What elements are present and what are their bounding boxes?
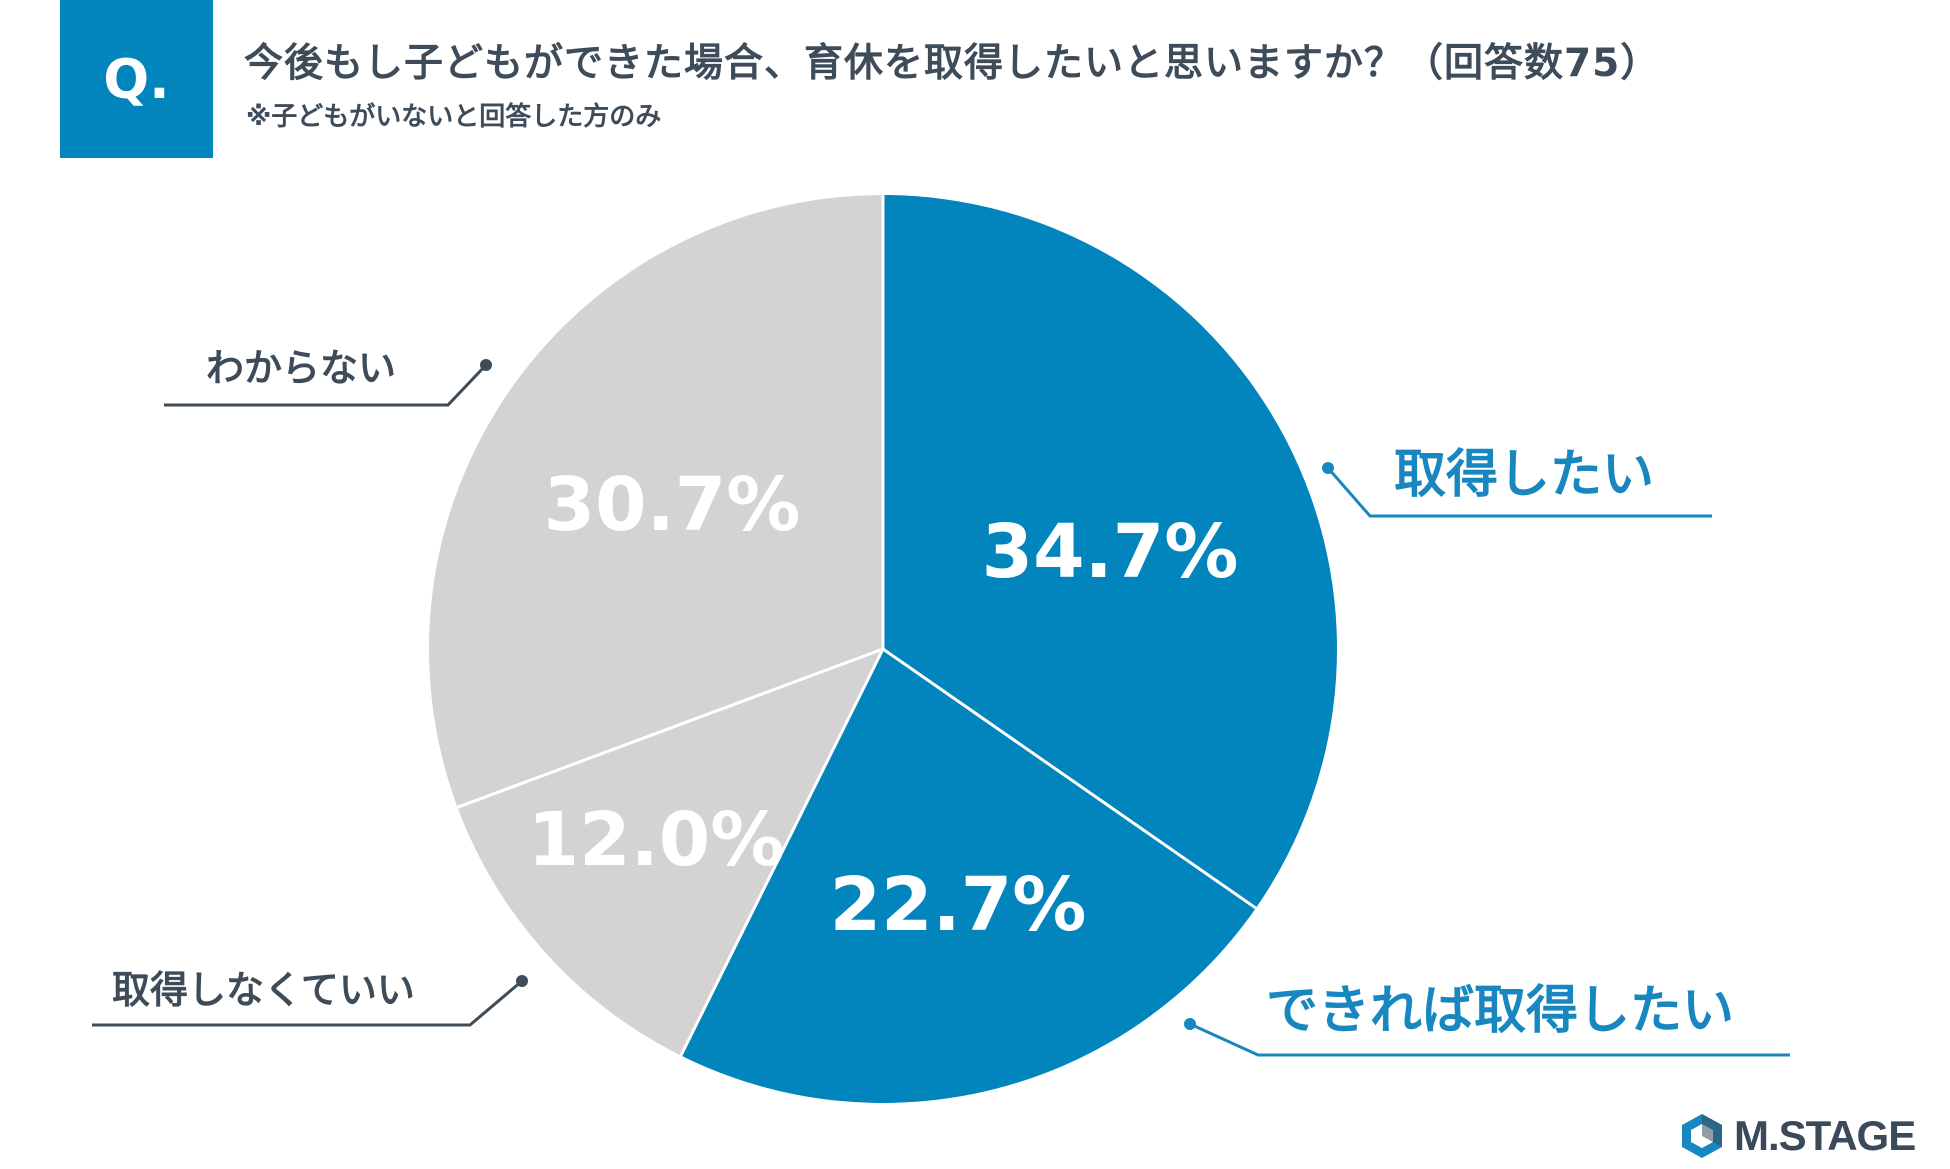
- category-label-shutoku-shitai: 取得したい: [1394, 445, 1654, 505]
- pie-slice-wakaranai: [428, 194, 883, 808]
- callout-wakaranai: わからない: [164, 346, 492, 407]
- category-label-dekireba: できれば取得したい: [1266, 981, 1734, 1041]
- callout-line: [1326, 467, 1712, 518]
- pie-slice-shutoku-shinakute: [457, 649, 883, 1056]
- data-label-wakaranai: 30.7%: [544, 462, 801, 548]
- slice-separator-line: [456, 647, 884, 809]
- data-label-shutoku-shitai: 34.7%: [982, 509, 1239, 595]
- callout-dot: [1322, 462, 1334, 474]
- callout-dekireba: できれば取得したい: [1184, 981, 1790, 1057]
- m-stage-logo: M.STAGE: [1680, 1111, 1916, 1161]
- data-label-shutoku-shinakute: 12.0%: [528, 797, 785, 883]
- pie-slices: [428, 194, 1337, 1103]
- callout-line: [164, 363, 488, 407]
- callout-line: [92, 979, 523, 1027]
- chart-subtitle: ※子どもがいないと回答した方のみ: [246, 102, 662, 132]
- callout-line: [1189, 1022, 1790, 1057]
- callout-shutoku-shinakute: 取得しなくていい: [92, 968, 528, 1027]
- callout-dot: [1184, 1018, 1196, 1030]
- callout-dot: [516, 975, 528, 987]
- pie-slice-dekireba: [680, 649, 1256, 1103]
- slice-separators: [456, 195, 1257, 1057]
- chart-title: 今後もし子どもができた場合、育休を取得したいと思いますか？（回答数75）: [244, 41, 1661, 86]
- category-label-shutoku-shinakute: 取得しなくていい: [112, 968, 415, 1012]
- data-label-dekireba: 22.7%: [830, 862, 1087, 948]
- slice-separator-line: [679, 648, 885, 1057]
- hexagon-logo-icon: [1682, 1114, 1722, 1158]
- logo-text: M.STAGE: [1734, 1112, 1916, 1159]
- pie-slice-shutoku-shitai: [883, 195, 1337, 909]
- callout-shutoku-shitai: 取得したい: [1322, 445, 1712, 518]
- slice-separator-line: [882, 647, 1257, 910]
- question-badge: Q.: [60, 0, 213, 158]
- callout-dot: [480, 359, 492, 371]
- category-label-wakaranai: わからない: [206, 346, 396, 390]
- percent-labels: 34.7% 22.7% 12.0% 30.7%: [528, 462, 1239, 948]
